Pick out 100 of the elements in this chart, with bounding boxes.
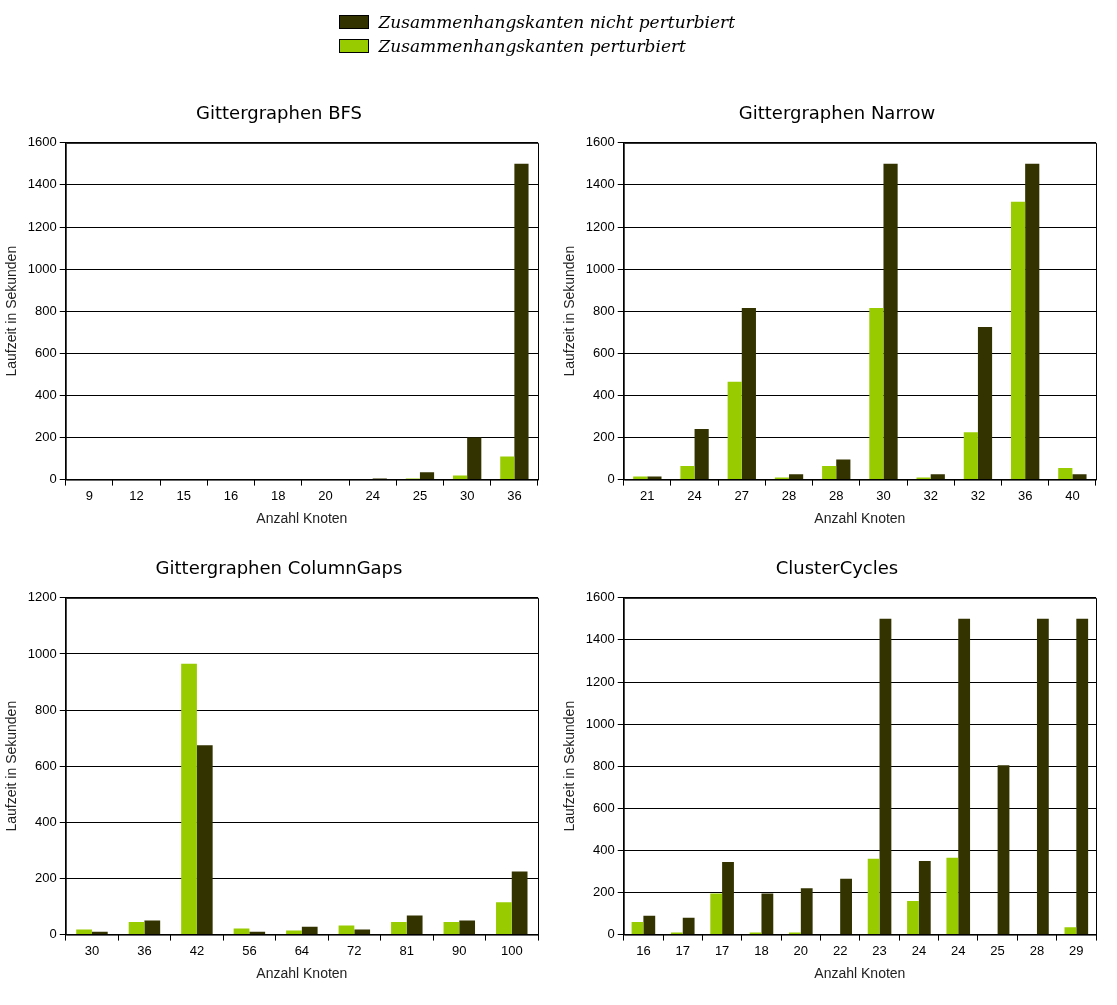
bar: [867, 858, 880, 935]
bar: [907, 900, 919, 935]
x-tick-label: 90: [452, 942, 467, 958]
x-tick-label: 29: [1069, 942, 1084, 958]
bar: [879, 618, 892, 935]
y-tick-label: 200: [35, 870, 57, 886]
x-tick-label: 24: [951, 942, 966, 958]
bar: [997, 765, 1010, 935]
x-tick-label: 15: [176, 487, 192, 503]
bar: [647, 476, 662, 480]
bar: [1025, 163, 1040, 480]
x-tick-label: 22: [832, 942, 848, 958]
bar: [419, 472, 435, 480]
y-tick-label: 1200: [585, 673, 615, 689]
y-axis-title: Laufzeit in Sekunden: [561, 245, 578, 377]
x-tick-label: 20: [793, 942, 809, 958]
y-tick-label: 800: [35, 302, 57, 318]
y-tick-label: 0: [49, 471, 57, 487]
y-tick-label: 0: [49, 926, 57, 942]
bar: [196, 745, 213, 935]
y-tick-label: 1400: [585, 176, 615, 192]
y-tick-label: 400: [593, 841, 615, 857]
chart-title: Gittergraphen ColumnGaps: [154, 557, 404, 580]
x-tick-label: 23: [872, 942, 887, 958]
x-tick-label: 16: [636, 942, 651, 958]
bar: [836, 459, 851, 480]
x-tick-label: 36: [137, 942, 152, 958]
bar: [406, 915, 423, 935]
x-axis-title: Anzahl Knoten: [256, 510, 348, 527]
y-tick-label: 200: [35, 429, 57, 445]
x-tick-label: 36: [1017, 487, 1033, 503]
bar: [144, 920, 161, 935]
x-tick-label: 17: [675, 942, 690, 958]
x-tick-label: 56: [242, 942, 257, 958]
x-tick-label: 25: [990, 942, 1005, 958]
bar: [963, 432, 978, 480]
chart-title: Gittergraphen Narrow: [737, 102, 937, 125]
x-tick-label: 42: [189, 942, 205, 958]
y-tick-label: 1000: [27, 645, 57, 661]
bar: [633, 476, 648, 480]
y-tick-label: 400: [593, 386, 615, 402]
y-tick-label: 1200: [27, 589, 57, 605]
bar: [977, 326, 993, 480]
y-tick-label: 1400: [27, 176, 57, 192]
bar: [883, 163, 898, 480]
x-tick-label: 72: [347, 942, 362, 958]
bar: [761, 893, 774, 935]
y-tick-label: 0: [607, 926, 615, 942]
bar: [128, 921, 145, 935]
y-axis-title: Laufzeit in Sekunden: [561, 700, 578, 832]
chart-title: ClusterCycles: [774, 557, 900, 580]
bar: [680, 465, 695, 480]
x-tick-label: 24: [687, 487, 702, 503]
x-tick-label: 12: [129, 487, 144, 503]
bar: [459, 920, 476, 935]
bar: [958, 618, 971, 935]
bar: [643, 915, 656, 935]
bar: [918, 860, 931, 935]
bar: [789, 474, 804, 480]
y-tick-label: 1200: [27, 218, 57, 234]
y-tick-label: 800: [35, 701, 57, 717]
y-tick-label: 1400: [585, 631, 615, 647]
bar: [500, 456, 515, 480]
bar: [1036, 618, 1049, 935]
bar: [722, 861, 734, 935]
x-tick-label: 18: [271, 487, 286, 503]
bar: [301, 926, 318, 935]
y-tick-label: 1600: [585, 589, 615, 605]
x-axis-title: Anzahl Knoten: [256, 965, 348, 982]
x-tick-label: 32: [970, 487, 986, 503]
bar: [452, 475, 468, 480]
bar: [930, 474, 945, 480]
bar: [467, 437, 482, 480]
bar: [694, 429, 709, 480]
bar: [840, 878, 852, 935]
x-tick-label: 21: [640, 487, 655, 503]
bar: [496, 902, 512, 935]
bar: [233, 928, 250, 935]
y-tick-label: 200: [593, 429, 615, 445]
bar: [869, 308, 884, 480]
bar: [1058, 468, 1073, 480]
x-axis-title: Anzahl Knoten: [814, 965, 906, 982]
x-tick-label: 81: [399, 942, 415, 958]
y-tick-label: 600: [35, 757, 57, 773]
y-tick-label: 1000: [27, 260, 57, 276]
y-tick-label: 0: [607, 471, 615, 487]
x-tick-label: 30: [459, 487, 475, 503]
bar: [946, 857, 959, 935]
y-tick-label: 400: [35, 386, 57, 402]
x-tick-label: 24: [911, 942, 927, 958]
x-tick-label: 32: [923, 487, 938, 503]
bar: [822, 465, 837, 480]
y-tick-label: 1600: [585, 134, 615, 150]
x-tick-label: 27: [734, 487, 750, 503]
y-tick-label: 1000: [585, 715, 615, 731]
x-tick-label: 28: [781, 487, 797, 503]
bar: [631, 921, 644, 935]
x-tick-label: 17: [714, 942, 730, 958]
bar: [710, 893, 723, 935]
x-axis-title: Anzahl Knoten: [814, 510, 906, 527]
